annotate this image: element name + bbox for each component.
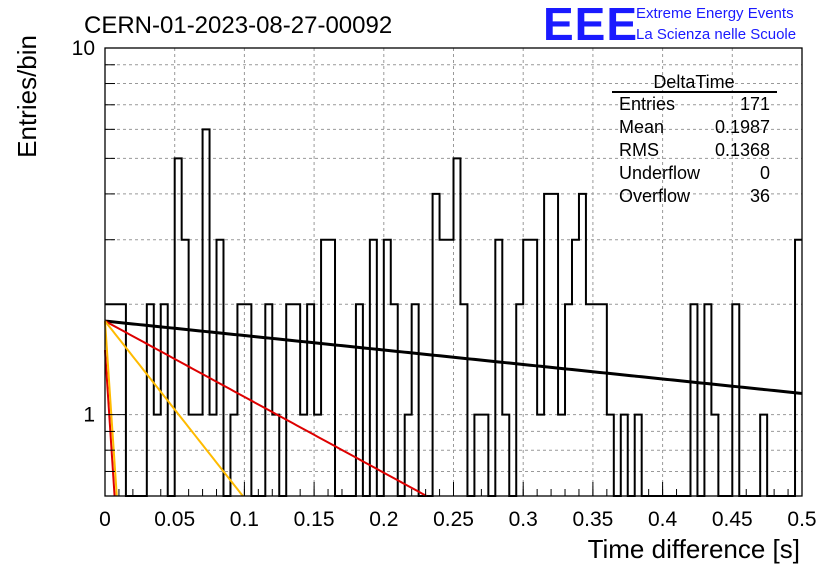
x-tick-label: 0.4 [648,508,678,531]
fit-curve [104,320,244,497]
x-tick-label: 0.2 [369,508,398,531]
fit-curves [104,319,803,497]
x-tick-labels: 0 0.05 0.1 0.15 0.2 0.25 0.3 0.35 0.4 0.45 0.5 [99,508,816,531]
fit-curve [104,350,116,497]
chart-title: CERN-01-2023-08-27-00092 [84,12,392,39]
stats-value: 171 [740,94,770,114]
stats-value: 36 [750,186,770,206]
y-axis-title: Entries/bin [12,35,42,158]
x-tick-label: 0.5 [787,508,816,531]
logo-line-1: Extreme Energy Events [636,5,794,22]
eee-logo: EEE Extreme Energy Events La Scienza nel… [543,0,796,50]
axis-ticks [104,64,803,497]
x-tick-label: 0.15 [294,508,335,531]
fit-curve [104,319,803,395]
x-tick-label: 0.1 [230,508,259,531]
stats-label: RMS [619,140,659,160]
x-tick-label: 0.25 [433,508,474,531]
logo-mark: EEE [543,0,638,50]
stats-value: 0.1987 [715,117,770,137]
x-tick-label: 0.45 [712,508,753,531]
stats-title: DeltaTime [653,72,734,92]
stats-value: 0.1368 [715,140,770,160]
fit-curve [104,320,428,497]
stats-label: Mean [619,117,664,137]
stats-value: 0 [760,163,770,183]
x-tick-label: 0 [99,508,111,531]
stats-label: Entries [619,94,675,114]
stats-box: DeltaTime Entries 171 Mean 0.1987 RMS 0.1368 U… [612,72,777,206]
y-tick-label: 1 [83,404,95,427]
stats-label: Underflow [619,163,701,183]
y-tick-label: 10 [72,37,95,60]
logo-line-2: La Scienza nelle Scuole [636,26,796,43]
y-tick-labels: 1 10 [72,37,95,427]
stats-label: Overflow [619,186,691,206]
x-tick-label: 0.35 [572,508,613,531]
x-tick-label: 0.05 [154,508,195,531]
x-axis-title: Time difference [s] [588,534,800,564]
x-tick-label: 0.3 [509,508,538,531]
fit-curve [104,320,118,497]
